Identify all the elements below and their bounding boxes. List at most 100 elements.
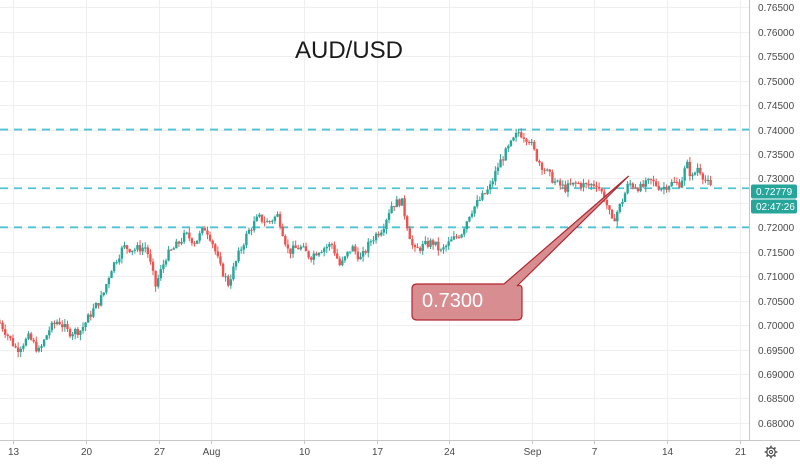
candle-body [328,243,331,247]
candle [27,331,30,341]
candle-body [597,186,601,189]
candle [346,251,349,259]
time-tick-label: 27 [154,447,166,458]
candle-body [377,233,380,236]
candle [252,216,256,233]
candle [473,206,476,217]
candle-body [678,182,681,188]
candle-body [520,132,523,138]
candle [328,242,331,251]
candle-body [590,184,593,186]
candle [201,227,204,236]
candle [258,212,261,218]
candle-body [613,218,616,222]
candle-body [118,258,121,263]
candle-body [639,183,642,192]
candle-body [208,234,212,241]
candle-body [442,247,445,250]
candle [118,254,121,265]
candle [167,246,170,262]
candle-body [40,346,43,348]
candle [424,236,427,246]
candle [263,216,266,227]
candle-body [242,245,245,250]
candle [325,244,328,254]
candle-body [582,183,585,188]
candle-body [232,266,235,280]
candle-body [128,248,131,253]
candle [504,146,507,161]
candle [281,223,284,237]
candle-body [252,221,256,231]
candle [42,338,46,348]
candle [154,270,157,292]
candle [478,196,481,201]
candle [239,246,243,254]
candle [437,237,440,256]
candle-body [424,240,427,244]
candle [128,248,131,254]
candle [149,249,152,265]
candle-body [169,249,173,251]
candle-body [286,244,290,249]
callout-box [411,175,630,321]
candle [61,320,64,332]
candle-body [341,260,344,266]
candle-body [691,174,694,177]
grid [0,0,749,440]
candle-body [105,284,108,293]
candle-body [201,228,204,234]
candle [99,290,103,307]
candle [66,320,69,333]
candle-body [556,180,559,182]
candle-body [11,338,15,347]
candle [439,248,443,253]
candle-body [330,243,334,245]
candle [522,133,526,143]
candle [569,178,572,186]
candle-body [463,229,466,235]
candle [670,179,673,188]
candle [138,240,142,256]
candle-body [514,133,518,138]
time-tick-label: 17 [372,447,384,458]
candle [354,243,357,255]
candle [429,238,432,249]
candle [175,238,178,249]
candle [242,243,245,255]
candle-body [569,183,572,185]
candle-body [634,187,637,189]
settings-gear-icon[interactable] [764,445,778,459]
candle [680,176,684,189]
candle [613,214,616,222]
candle-body [709,179,712,185]
candle-body [136,245,139,250]
candle-body [665,186,668,190]
candle [468,216,471,223]
candle-body [439,249,443,251]
candle-body [115,262,118,264]
candle [361,246,365,262]
candle-body [356,251,360,260]
candle [286,239,290,254]
current-price-badge: 0.72779 02:47:26 [751,184,797,214]
candle-body [447,241,450,246]
candle [359,252,362,260]
time-tick-label: 20 [81,447,93,458]
candle [556,179,559,183]
candle [45,334,48,340]
candle-body [221,263,225,277]
candle [662,182,666,195]
candle-body [413,245,417,248]
candle-body [629,183,632,185]
candle-body [577,183,580,185]
candle [706,175,710,185]
candle-body [16,347,20,352]
candle [63,319,67,332]
candle [455,233,458,239]
time-tick-label: 7 [592,447,598,458]
candle [203,226,207,231]
candle-body [89,314,92,317]
candle [348,251,352,255]
candle [76,327,80,339]
